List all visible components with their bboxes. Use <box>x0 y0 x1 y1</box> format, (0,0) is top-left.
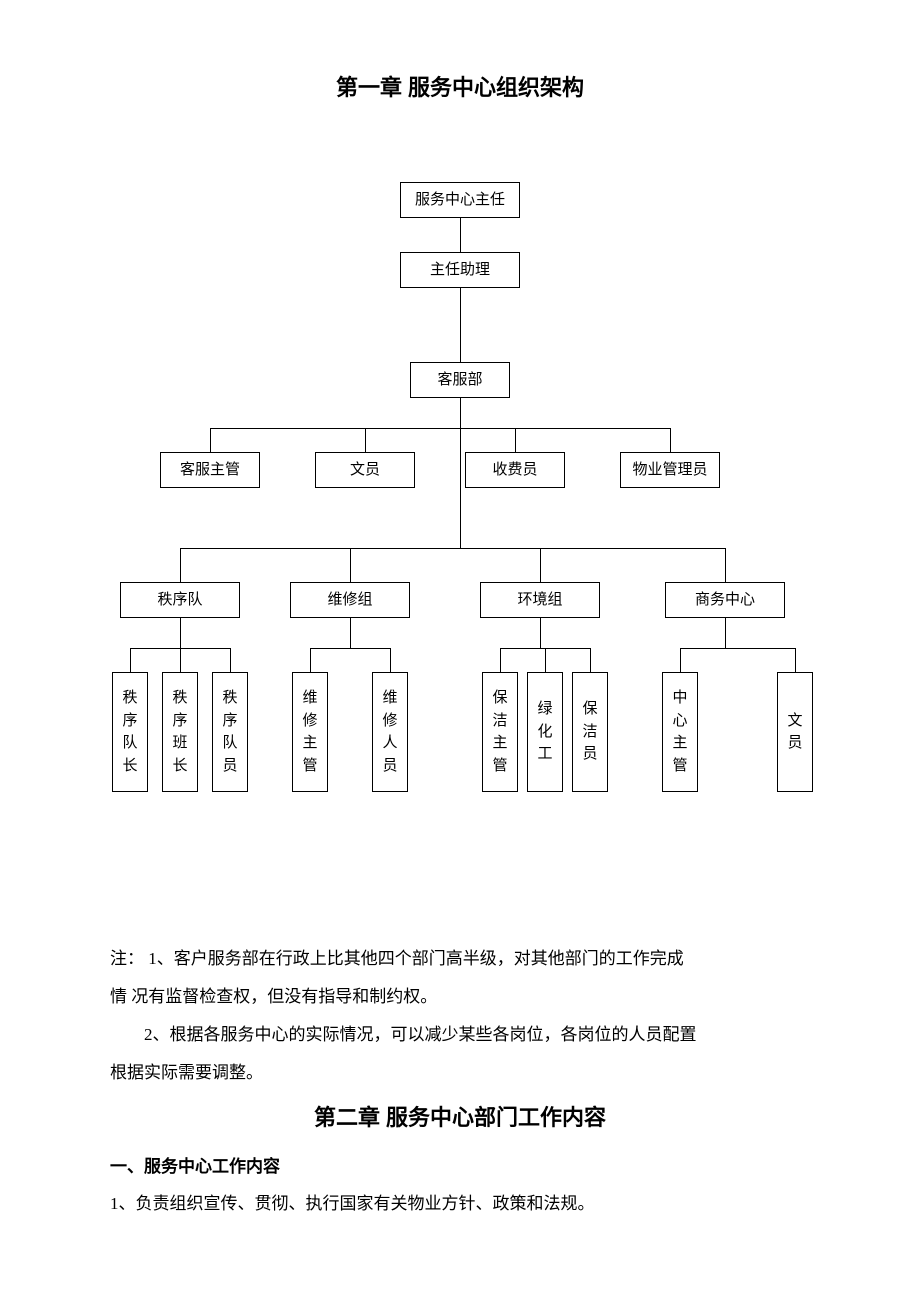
node-pm: 物业管理员 <box>620 452 720 488</box>
connector <box>230 648 231 672</box>
chapter1-title: 第一章 服务中心组织架构 <box>110 70 810 102</box>
connector <box>680 648 795 649</box>
leaf-label: 秩序队长 <box>122 687 137 777</box>
leaf-repair-staff: 维修人员 <box>372 672 408 792</box>
connector <box>210 428 211 452</box>
connector <box>725 618 726 648</box>
connector <box>390 648 391 672</box>
leaf-cleaner: 保洁员 <box>572 672 608 792</box>
node-cs-dept: 客服部 <box>410 362 510 398</box>
node-cs-supervisor: 客服主管 <box>160 452 260 488</box>
connector <box>365 428 366 452</box>
leaf-clean-sup: 保洁主管 <box>482 672 518 792</box>
connector <box>515 428 516 452</box>
leaf-center-sup: 中心主管 <box>662 672 698 792</box>
leaf-label: 保洁员 <box>582 698 597 766</box>
note-line: 根据实际需要调整。 <box>110 1056 810 1090</box>
connector <box>350 548 351 582</box>
connector <box>545 648 546 672</box>
connector <box>540 548 541 582</box>
note-line: 2、根据各服务中心的实际情况，可以减少某些各岗位，各岗位的人员配置 <box>110 1018 810 1052</box>
leaf-label: 中心主管 <box>672 687 687 777</box>
leaf-repair-sup: 维修主管 <box>292 672 328 792</box>
connector <box>460 288 461 362</box>
connector <box>180 618 181 648</box>
leaf-greener: 绿化工 <box>527 672 563 792</box>
section1-head: 一、服务中心工作内容 <box>110 1152 810 1177</box>
connector <box>310 648 311 672</box>
node-biz-center: 商务中心 <box>665 582 785 618</box>
leaf-label: 秩序队员 <box>222 687 237 777</box>
connector <box>540 618 541 648</box>
node-clerk: 文员 <box>315 452 415 488</box>
node-root: 服务中心主任 <box>400 182 520 218</box>
note-prefix: 注： <box>110 949 144 968</box>
chapter2-title: 第二章 服务中心部门工作内容 <box>110 1100 810 1132</box>
connector <box>310 648 390 649</box>
connector <box>670 428 671 452</box>
connector <box>500 648 501 672</box>
connector <box>795 648 796 672</box>
connector <box>180 548 181 582</box>
note-line: 情 况有监督检查权，但没有指导和制约权。 <box>110 980 810 1014</box>
leaf-label: 秩序班长 <box>172 687 187 777</box>
org-chart: 服务中心主任 主任助理 客服部 客服主管 文员 收费员 物业管理员 秩序队 维修… <box>110 122 810 902</box>
connector <box>210 428 670 429</box>
notes-block: 注： 1、客户服务部在行政上比其他四个部门高半级，对其他部门的工作完成 情 况有… <box>110 942 810 1090</box>
leaf-label: 文员 <box>787 710 802 755</box>
leaf-label: 维修人员 <box>382 687 397 777</box>
leaf-label: 绿化工 <box>537 698 552 766</box>
node-repair-team: 维修组 <box>290 582 410 618</box>
connector <box>350 618 351 648</box>
connector <box>180 648 181 672</box>
node-order-team: 秩序队 <box>120 582 240 618</box>
leaf-label: 保洁主管 <box>492 687 507 777</box>
connector <box>130 648 131 672</box>
leaf-label: 维修主管 <box>302 687 317 777</box>
section1-item1: 1、负责组织宣传、贯彻、执行国家有关物业方针、政策和法规。 <box>110 1187 810 1221</box>
connector <box>180 548 725 549</box>
leaf-biz-clerk: 文员 <box>777 672 813 792</box>
note-text: 1、客户服务部在行政上比其他四个部门高半级，对其他部门的工作完成 <box>148 949 684 968</box>
leaf-order-shift: 秩序班长 <box>162 672 198 792</box>
connector <box>460 398 461 428</box>
connector <box>590 648 591 672</box>
connector <box>460 428 461 548</box>
connector <box>680 648 681 672</box>
connector <box>725 548 726 582</box>
note-line: 注： 1、客户服务部在行政上比其他四个部门高半级，对其他部门的工作完成 <box>110 942 810 976</box>
node-assistant: 主任助理 <box>400 252 520 288</box>
node-env-team: 环境组 <box>480 582 600 618</box>
connector <box>460 218 461 252</box>
leaf-order-captain: 秩序队长 <box>112 672 148 792</box>
node-cashier: 收费员 <box>465 452 565 488</box>
leaf-order-member: 秩序队员 <box>212 672 248 792</box>
